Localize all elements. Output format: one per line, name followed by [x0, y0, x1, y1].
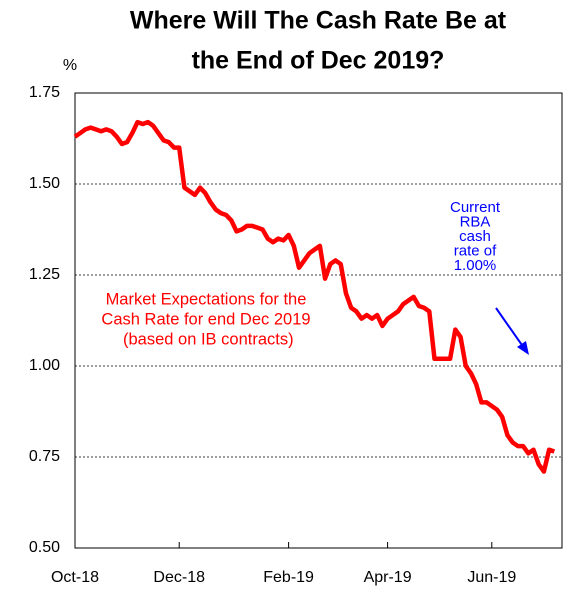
- annotation: RBA: [460, 213, 491, 230]
- y-tick-label: 0.50: [29, 539, 60, 556]
- annotation: rate of: [454, 242, 497, 259]
- plot-frame: [74, 92, 563, 549]
- annotation: Cash Rate for end Dec 2019: [101, 310, 310, 328]
- arrow: [495, 307, 525, 349]
- chart-title: Where Will The Cash Rate Be at: [130, 7, 507, 35]
- arrow-head: [517, 341, 529, 355]
- x-tick-label: Apr-19: [364, 569, 412, 586]
- y-tick-label: 1.75: [29, 84, 60, 101]
- y-tick-label: 0.75: [29, 448, 60, 465]
- chart-title: the End of Dec 2019?: [192, 47, 445, 75]
- y-tick-label: 1.25: [29, 266, 60, 283]
- y-tick-label: 1.50: [29, 175, 60, 192]
- annotation: 1.00%: [454, 257, 497, 274]
- x-tick-label: Oct-18: [51, 569, 99, 586]
- x-tick-label: Jun-19: [467, 569, 516, 586]
- annotation: Market Expectations for the: [106, 290, 307, 308]
- y-axis-label: %: [63, 57, 77, 74]
- x-tick-label: Dec-18: [153, 569, 205, 586]
- annotation: (based on IB contracts): [118, 330, 293, 348]
- y-tick-label: 1.00: [29, 357, 60, 374]
- line: [73, 119, 556, 474]
- annotation: Current: [450, 199, 501, 216]
- x-tick-label: Feb-19: [263, 569, 314, 586]
- annotation: cash: [459, 228, 491, 245]
